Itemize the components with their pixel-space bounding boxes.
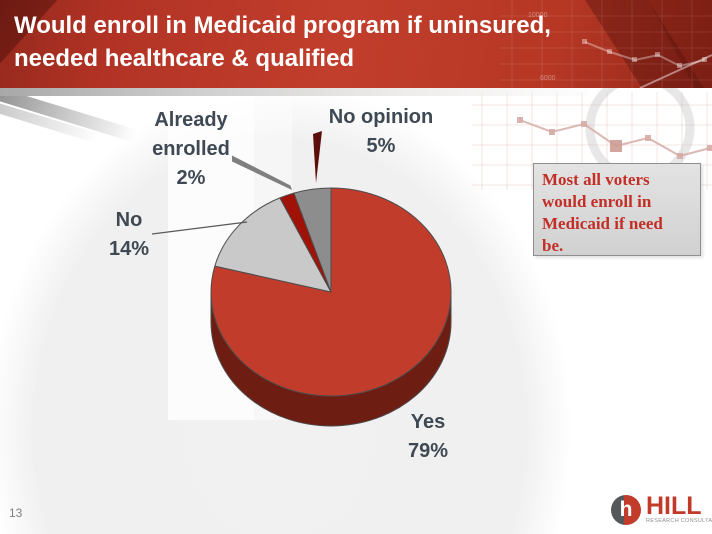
slide-title-line-2: needed healthcare & qualified [14, 45, 355, 72]
slice-label-no-opinion: No opinion 5% [323, 103, 439, 161]
page-number: 13 [9, 506, 23, 520]
slice-label-pct: 2% [176, 167, 206, 189]
pie-slice-no-opinion [293, 187, 332, 293]
watermark-marker-large [610, 140, 622, 152]
header-grid [500, 0, 712, 88]
header-underline-band [0, 88, 712, 96]
hill-logo: h HILL RESEARCH CONSULTANTS [611, 492, 712, 526]
hill-logo-icon: h [611, 495, 641, 525]
header-diagonal-shape [648, 0, 712, 88]
slice-label-already-enrolled: Already enrolled 2% [141, 106, 241, 193]
callout-line: Most all voters [542, 170, 650, 189]
hill-logo-text: HILL RESEARCH CONSULTANTS [646, 492, 712, 525]
logo-brand: HILL [646, 492, 702, 520]
leader-already-enrolled [232, 155, 292, 190]
slice-label-yes: Yes 79% [383, 408, 473, 466]
slice-label-text: Already enrolled [152, 109, 230, 160]
watermark-linechart-below-header [517, 117, 712, 159]
header-banner [0, 0, 712, 88]
header-linechart [582, 39, 712, 88]
callout-box: Most all voters would enroll in Medicaid… [533, 163, 701, 256]
slice-label-pct: 5% [366, 135, 396, 157]
watermark-axis-label: 6000 [540, 75, 556, 82]
callout-line: Medicaid if need [542, 214, 663, 233]
header-diagonal-shape [585, 0, 704, 88]
slice-label-text: No [115, 209, 143, 231]
logo-tagline: RESEARCH CONSULTANTS [646, 518, 712, 524]
callout-line: would enroll in [542, 192, 652, 211]
header-watermark-graphic: 10000 6000 [500, 0, 712, 88]
slice-label-text: No opinion [328, 106, 434, 128]
slice-label-text: Yes [410, 411, 446, 433]
slide-title-line-1: Would enroll in Medicaid program if unin… [14, 12, 551, 39]
leader-no-opinion [313, 131, 322, 183]
pie-slice-no [214, 197, 332, 293]
slice-label-pct: 14% [108, 238, 150, 260]
watermark-axis-label: 10000 [528, 12, 548, 19]
slide-title: Would enroll in Medicaid program if unin… [14, 9, 674, 75]
callout-line: be. [542, 236, 564, 255]
leader-no [151, 221, 248, 235]
slice-label-no: No 14% [84, 206, 174, 264]
slice-label-pct: 79% [407, 440, 449, 462]
